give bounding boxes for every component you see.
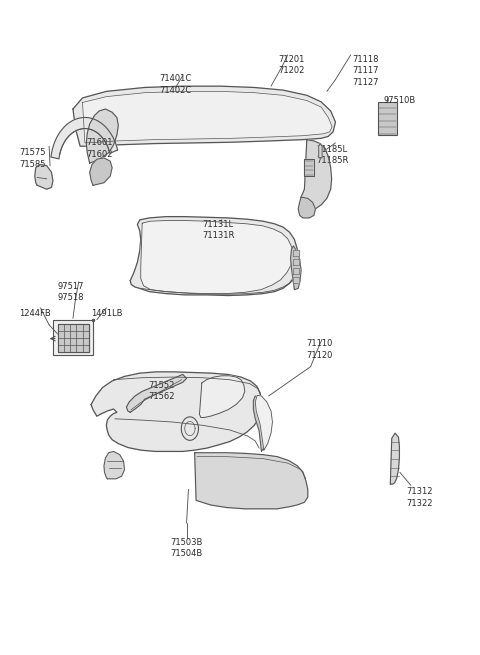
Text: 71118
71117
71127: 71118 71117 71127	[352, 55, 379, 86]
Polygon shape	[293, 259, 299, 265]
Polygon shape	[53, 320, 93, 355]
Text: 1491LB: 1491LB	[91, 309, 122, 318]
Text: 71601
71602: 71601 71602	[86, 138, 113, 159]
Polygon shape	[141, 221, 292, 293]
Polygon shape	[91, 372, 262, 451]
FancyBboxPatch shape	[378, 102, 396, 135]
Polygon shape	[253, 396, 269, 451]
Text: 97517
97518: 97517 97518	[58, 282, 84, 303]
Polygon shape	[86, 109, 118, 163]
Polygon shape	[73, 86, 336, 146]
Polygon shape	[293, 268, 299, 274]
Text: 97510B: 97510B	[383, 96, 415, 105]
Polygon shape	[104, 451, 124, 479]
Polygon shape	[130, 217, 298, 295]
Text: 71503B
71504B: 71503B 71504B	[170, 538, 203, 558]
Polygon shape	[290, 246, 301, 290]
Polygon shape	[298, 197, 315, 218]
Polygon shape	[90, 158, 112, 185]
Polygon shape	[35, 164, 53, 189]
Polygon shape	[58, 324, 89, 352]
Polygon shape	[319, 143, 322, 158]
Text: 71401C
71402C: 71401C 71402C	[159, 75, 191, 95]
Text: 71312
71322: 71312 71322	[406, 487, 432, 508]
Polygon shape	[255, 396, 273, 450]
Text: 71552
71562: 71552 71562	[148, 381, 175, 402]
Polygon shape	[293, 250, 299, 255]
Text: 71110
71120: 71110 71120	[306, 339, 332, 360]
Polygon shape	[83, 92, 332, 143]
Polygon shape	[51, 117, 118, 159]
Polygon shape	[195, 453, 308, 509]
Polygon shape	[301, 140, 332, 210]
Polygon shape	[304, 159, 314, 176]
Text: 71575
71585: 71575 71585	[20, 148, 46, 168]
Polygon shape	[293, 277, 299, 283]
Polygon shape	[126, 375, 187, 412]
Text: 71201
71202: 71201 71202	[278, 55, 304, 75]
Text: 71185L
71185R: 71185L 71185R	[316, 145, 349, 165]
Text: 71131L
71131R: 71131L 71131R	[202, 220, 234, 240]
Polygon shape	[390, 433, 399, 484]
Text: 1244FB: 1244FB	[20, 309, 51, 318]
Polygon shape	[199, 376, 245, 417]
